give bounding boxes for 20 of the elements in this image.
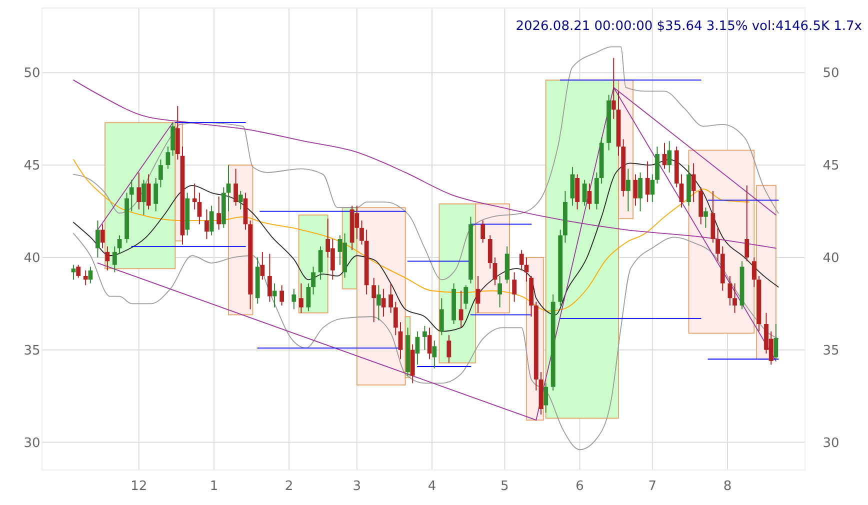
x-tick-label: 8 — [723, 479, 732, 494]
x-tick-label: 2 — [284, 479, 294, 494]
x-tick-label: 4 — [428, 479, 436, 494]
x-tick-label: 12 — [130, 479, 148, 494]
y-tick-label: 35 — [24, 343, 40, 358]
x-tick-label: 6 — [576, 479, 584, 494]
y2-tick-label: 40 — [822, 251, 840, 266]
x-tick-label: 5 — [500, 479, 509, 494]
y2-tick-label: 50 — [822, 66, 840, 82]
x-tick-label: 7 — [648, 479, 657, 494]
x-tick-label: 3 — [352, 479, 362, 494]
y-tick-label: 40 — [24, 251, 40, 266]
y2-tick-label: 45 — [822, 158, 840, 174]
x-tick-label: 1 — [210, 479, 218, 494]
y-tick-label: 30 — [24, 436, 40, 451]
y2-tick-label: 30 — [822, 436, 840, 451]
text: 2026.08.21 00:00:00 $35.64 3.15% vol:4146.5K 1.7x — [516, 19, 862, 34]
y-tick-label: 45 — [24, 158, 40, 174]
y2-tick-label: 35 — [822, 343, 840, 358]
y-tick-label: 50 — [24, 66, 40, 82]
